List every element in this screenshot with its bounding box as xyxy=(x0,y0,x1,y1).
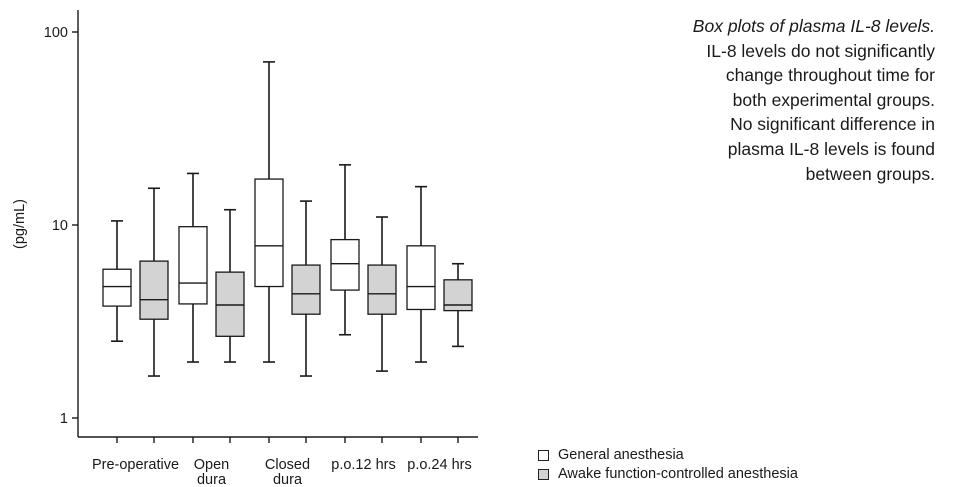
iqr-box xyxy=(139,260,169,320)
chart-legend: General anesthesia Awake function-contro… xyxy=(538,446,798,484)
box-plot-item xyxy=(254,61,284,363)
legend-swatch-general xyxy=(538,450,549,461)
y-tick-label: 1 xyxy=(60,411,68,427)
iqr-box xyxy=(406,245,436,311)
y-tick-label: 10 xyxy=(52,218,68,234)
legend-label-awake: Awake function-controlled anesthesia xyxy=(558,466,798,482)
caption-title: Box plots of plasma IL-8 levels. xyxy=(692,16,935,36)
iqr-box xyxy=(367,264,397,315)
iqr-box xyxy=(178,226,208,305)
caption-body: IL-8 levels do not significantly change … xyxy=(706,40,935,184)
box-plot-item xyxy=(139,187,169,377)
iqr-box xyxy=(215,271,245,337)
box-plot-item xyxy=(367,216,397,372)
iqr-box xyxy=(443,279,473,312)
iqr-box xyxy=(291,264,321,315)
figure-caption: Box plots of plasma IL-8 levels. IL-8 le… xyxy=(535,14,935,186)
box-plot-series xyxy=(102,61,473,377)
x-tick-label: p.o.12 hrs xyxy=(331,457,396,473)
x-tick-label: Closed xyxy=(265,457,310,473)
box-plot-item xyxy=(330,164,360,336)
legend-item-awake-anesthesia: Awake function-controlled anesthesia xyxy=(538,465,798,484)
iqr-box xyxy=(330,238,360,291)
legend-label-general: General anesthesia xyxy=(558,447,684,463)
legend-item-general-anesthesia: General anesthesia xyxy=(538,446,798,465)
iqr-box xyxy=(254,178,284,288)
box-plot-item xyxy=(102,220,132,342)
x-tick-label: p.o.24 hrs xyxy=(407,457,472,473)
y-tick-label: 100 xyxy=(44,25,68,41)
x-tick-label: Pre-operative xyxy=(92,457,179,473)
y-axis-label: (pg/mL) xyxy=(12,199,28,249)
x-tick-label: dura xyxy=(197,472,227,487)
box-plot-item xyxy=(443,262,473,348)
box-plot-item xyxy=(406,185,436,363)
box-plot-item xyxy=(178,172,208,363)
legend-swatch-awake xyxy=(538,469,549,480)
iqr-box xyxy=(102,268,132,307)
x-tick-label: Open xyxy=(194,457,229,473)
x-tick-label: dura xyxy=(273,472,303,487)
box-plot-item xyxy=(215,208,245,363)
box-plot-item xyxy=(291,200,321,377)
